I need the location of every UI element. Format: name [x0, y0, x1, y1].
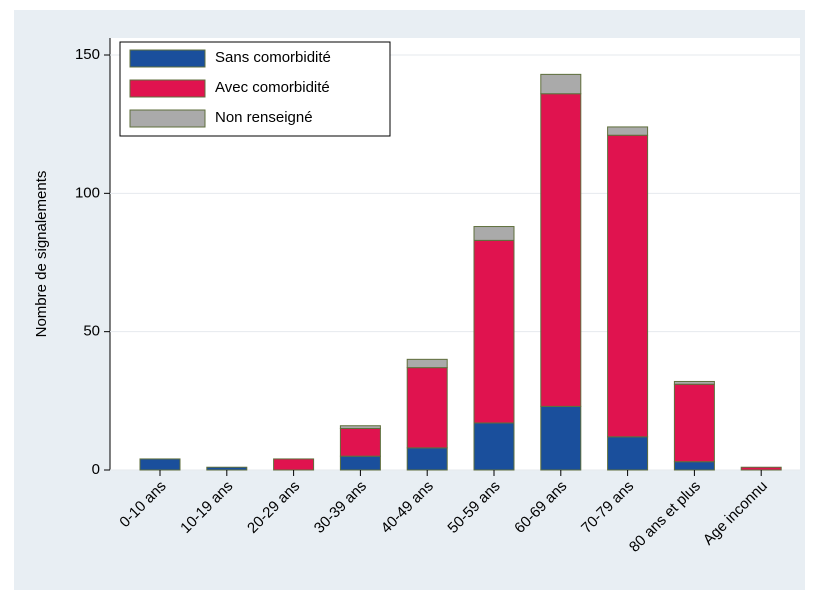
y-tick-label: 100 — [75, 184, 100, 201]
y-axis-label: Nombre de signalements — [33, 171, 50, 338]
legend-label: Avec comorbidité — [215, 79, 330, 96]
bar-segment — [607, 436, 649, 471]
bar-segment — [673, 461, 715, 471]
bar-segment — [339, 425, 381, 430]
bar-segment — [673, 380, 715, 385]
bar-segment — [607, 126, 649, 136]
legend-swatch — [129, 79, 206, 98]
y-tick-label: 50 — [83, 323, 100, 340]
bar-segment — [339, 428, 381, 457]
bar-segment — [540, 73, 582, 95]
bar-segment — [673, 383, 715, 463]
bar-segment — [406, 358, 448, 369]
bar-segment — [473, 239, 515, 424]
bar-segment — [473, 226, 515, 241]
legend-label: Non renseigné — [215, 109, 313, 126]
bar-segment — [273, 458, 315, 471]
bar-segment — [139, 458, 181, 471]
bar-segment — [540, 93, 582, 407]
bar-segment — [740, 466, 782, 471]
bar-segment — [206, 466, 248, 471]
y-tick-label: 0 — [92, 461, 100, 478]
bar-segment — [473, 422, 515, 471]
legend-label: Sans comorbidité — [215, 49, 331, 66]
bar-segment — [339, 455, 381, 471]
legend-swatch — [129, 109, 206, 128]
bar-segment — [540, 405, 582, 471]
bar-segment — [406, 447, 448, 471]
bar-segment — [607, 134, 649, 438]
bar-segment — [406, 367, 448, 449]
y-tick-label: 150 — [75, 46, 100, 63]
legend-swatch — [129, 49, 206, 68]
